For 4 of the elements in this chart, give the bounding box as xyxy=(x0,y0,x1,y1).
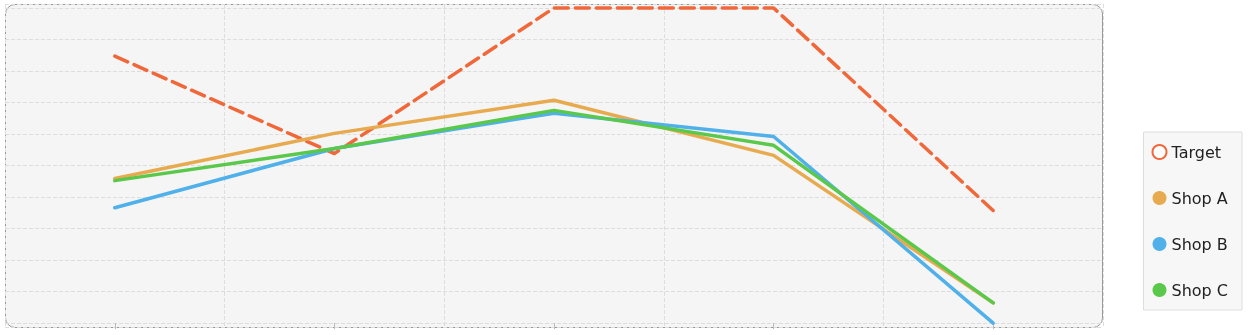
legend-label: Shop B xyxy=(1171,234,1228,254)
legend-label: Target xyxy=(1170,142,1221,162)
legend-label: Shop C xyxy=(1171,280,1228,300)
legend-label: Shop A xyxy=(1171,188,1228,208)
